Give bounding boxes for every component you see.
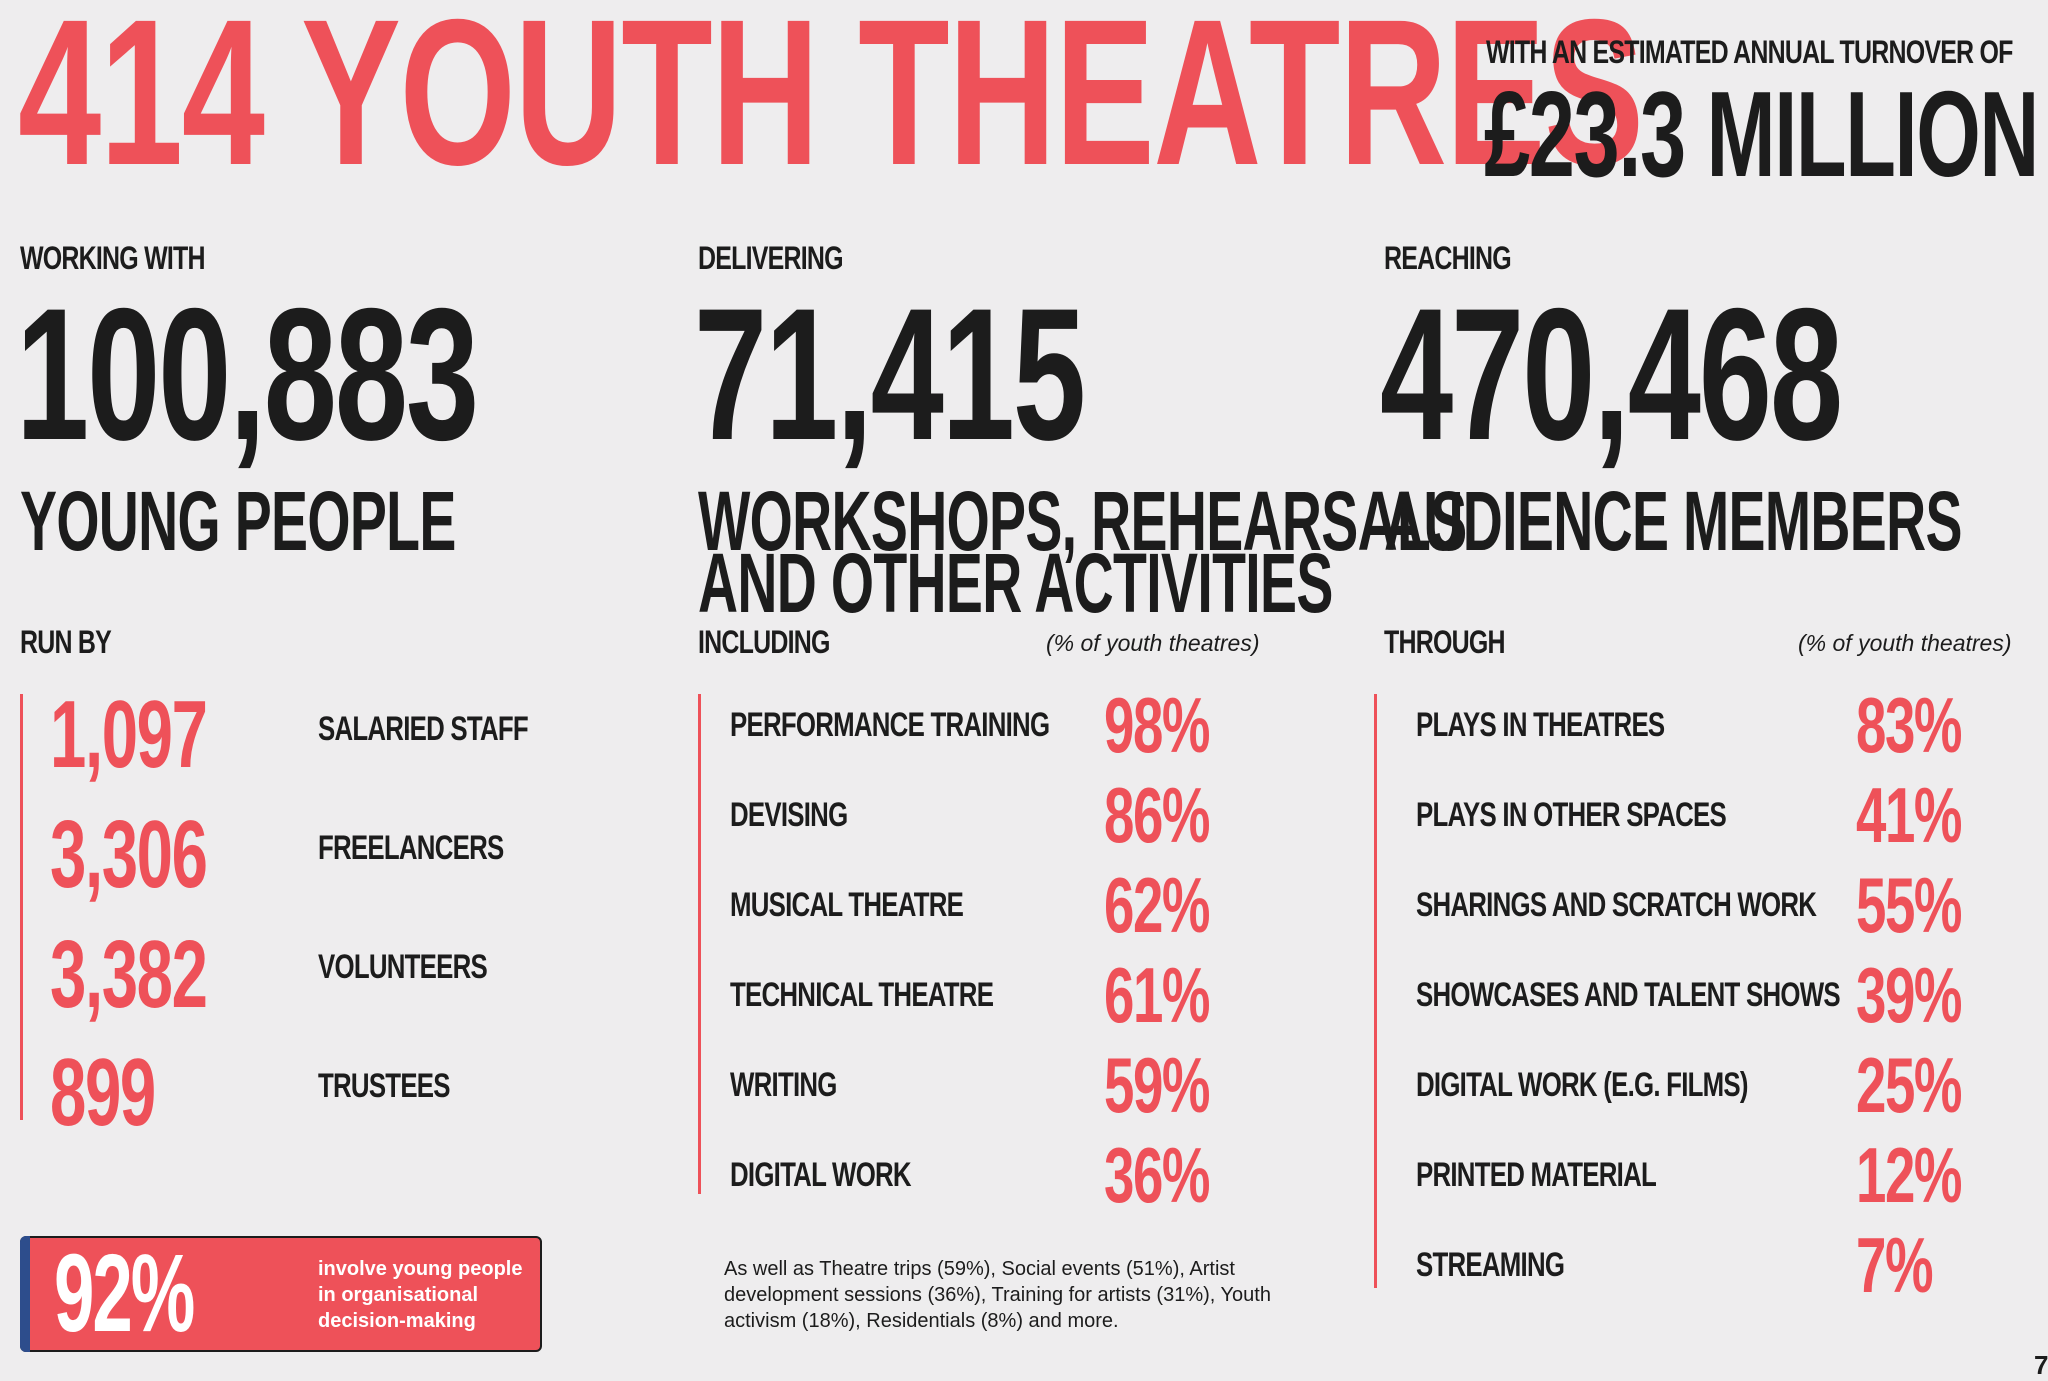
headline-title: 414 YOUTH THEATRES bbox=[18, 0, 1644, 209]
activities-label-line1: WORKSHOPS, REHEARSALS bbox=[698, 474, 1467, 568]
turnover-value: £23.3 MILLION bbox=[1484, 66, 2039, 202]
working-with-label: WORKING WITH bbox=[20, 240, 206, 276]
through-item-pct: 39% bbox=[1856, 951, 1962, 1039]
through-item-pct: 25% bbox=[1856, 1041, 1962, 1129]
young-people-count: 100,883 bbox=[16, 269, 479, 479]
through-item-pct: 83% bbox=[1856, 681, 1962, 769]
reaching-label: REACHING bbox=[1384, 240, 1512, 276]
trustees-label: TRUSTEES bbox=[318, 1067, 451, 1105]
including-item-pct: 59% bbox=[1104, 1041, 1210, 1129]
run-by-divider bbox=[20, 694, 23, 1120]
involve-pct: 92% bbox=[54, 1232, 195, 1355]
run-by-label: RUN BY bbox=[20, 624, 112, 660]
delivering-label: DELIVERING bbox=[698, 240, 844, 276]
young-people-label: YOUNG PEOPLE bbox=[20, 474, 456, 568]
including-divider bbox=[698, 694, 701, 1194]
activities-label-line2: AND OTHER ACTIVITIES bbox=[698, 536, 1333, 630]
including-item-label: WRITING bbox=[730, 1066, 837, 1104]
audience-label: AUDIENCE MEMBERS bbox=[1384, 474, 1962, 568]
through-item-label: SHARINGS AND SCRATCH WORK bbox=[1416, 886, 1817, 924]
including-item-label: DIGITAL WORK bbox=[730, 1156, 912, 1194]
through-item-pct: 55% bbox=[1856, 861, 1962, 949]
through-item-label: PLAYS IN THEATRES bbox=[1416, 706, 1665, 744]
audience-count: 470,468 bbox=[1380, 269, 1843, 479]
through-item-label: PLAYS IN OTHER SPACES bbox=[1416, 796, 1727, 834]
freelancers-label: FREELANCERS bbox=[318, 829, 504, 867]
freelancers-value: 3,306 bbox=[50, 801, 208, 908]
including-item-label: TECHNICAL THEATRE bbox=[730, 976, 994, 1014]
through-item-label: SHOWCASES AND TALENT SHOWS bbox=[1416, 976, 1841, 1014]
salaried-staff-value: 1,097 bbox=[50, 681, 208, 788]
activities-count: 71,415 bbox=[694, 269, 1086, 479]
including-item-pct: 36% bbox=[1104, 1131, 1210, 1219]
through-note: (% of youth theatres) bbox=[1798, 630, 2012, 656]
through-item-label: DIGITAL WORK (E.G. FILMS) bbox=[1416, 1066, 1748, 1104]
salaried-staff-label: SALARIED STAFF bbox=[318, 710, 529, 748]
through-label: THROUGH bbox=[1384, 624, 1505, 660]
including-item-pct: 61% bbox=[1104, 951, 1210, 1039]
involve-callout: 92% involve young people in organisation… bbox=[20, 1232, 542, 1355]
turnover-label: WITH AN ESTIMATED ANNUAL TURNOVER OF bbox=[1486, 34, 2013, 70]
trustees-value: 899 bbox=[50, 1039, 156, 1146]
volunteers-label: VOLUNTEERS bbox=[318, 948, 488, 986]
through-divider bbox=[1374, 694, 1377, 1288]
page-number: 7 bbox=[2034, 1350, 2048, 1380]
including-label: INCLUDING bbox=[698, 624, 830, 660]
including-item-pct: 98% bbox=[1104, 681, 1210, 769]
including-note: (% of youth theatres) bbox=[1046, 630, 1260, 656]
through-item-label: PRINTED MATERIAL bbox=[1416, 1156, 1657, 1194]
involve-text: involve young people in organisational d… bbox=[318, 1258, 523, 1332]
through-item-pct: 7% bbox=[1856, 1221, 1934, 1309]
including-item-pct: 62% bbox=[1104, 861, 1210, 949]
including-item-pct: 86% bbox=[1104, 771, 1210, 859]
through-item-pct: 41% bbox=[1856, 771, 1962, 859]
through-item-label: STREAMING bbox=[1416, 1246, 1565, 1284]
callout-edge bbox=[20, 1236, 30, 1352]
including-item-label: PERFORMANCE TRAINING bbox=[730, 706, 1050, 744]
including-footnote: As well as Theatre trips (59%), Social e… bbox=[724, 1258, 1271, 1332]
including-item-label: DEVISING bbox=[730, 796, 848, 834]
through-item-pct: 12% bbox=[1856, 1131, 1962, 1219]
volunteers-value: 3,382 bbox=[50, 921, 208, 1028]
including-item-label: MUSICAL THEATRE bbox=[730, 886, 964, 924]
